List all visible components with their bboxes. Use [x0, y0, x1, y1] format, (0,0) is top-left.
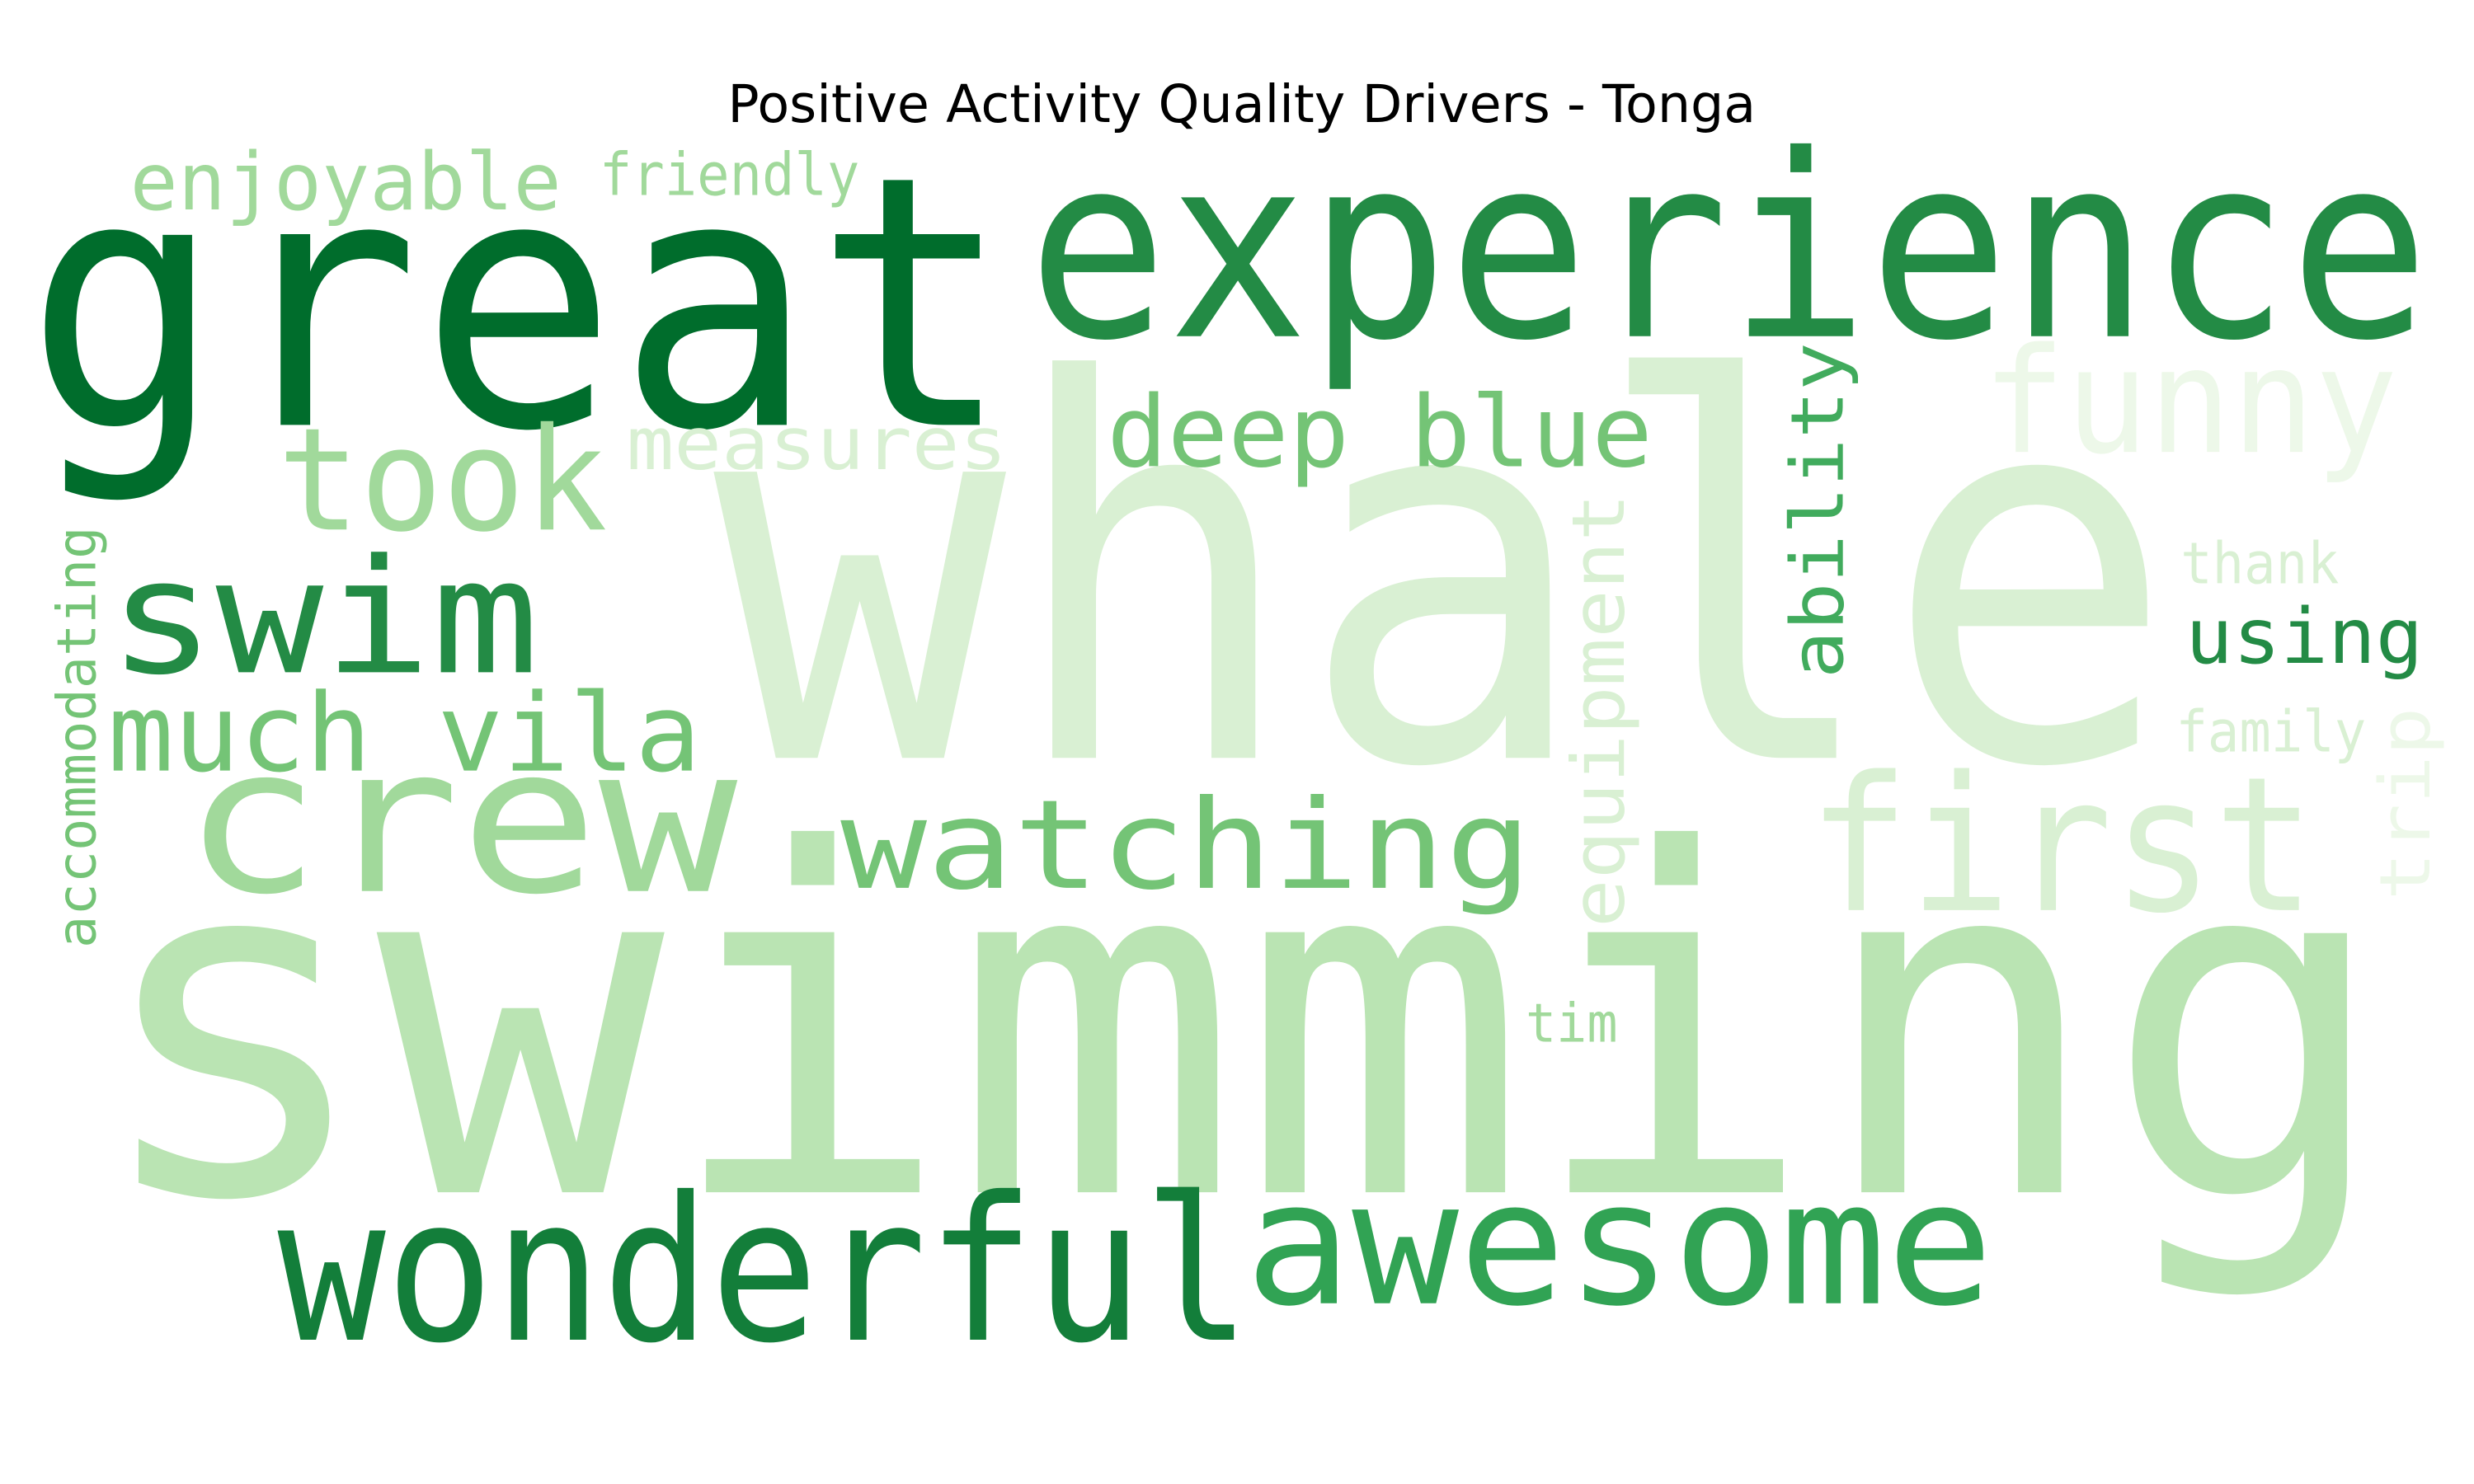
word-ability: ability [1776, 342, 1860, 679]
word-swim: swim [108, 526, 539, 710]
word-took: took [278, 397, 608, 563]
word-equipment: equipment [1556, 493, 1641, 928]
word-accommodating: accommodating [45, 526, 108, 948]
word-thank: thank [2180, 532, 2339, 598]
word-great: great [26, 101, 1012, 507]
word-experience: experience [1028, 101, 2429, 397]
word-swimming: swimming [89, 751, 2392, 1305]
word-friendly: friendly [600, 141, 859, 209]
word-whale: whale [713, 272, 2175, 881]
chart-title: Positive Activity Quality Drivers - Tong… [727, 73, 1756, 134]
word-crew: crew [182, 704, 738, 940]
word-trip: trip [2364, 707, 2446, 901]
word-first: first [1808, 736, 2315, 955]
word-much-vila: much vila [108, 671, 701, 796]
word-wonderful: wonderful [278, 1155, 1252, 1388]
word-awesome: awesome [1245, 1144, 1994, 1344]
word-using: using [2185, 592, 2423, 681]
word-deep-blue: deep blue [1107, 375, 1653, 490]
word-watching: watching [840, 774, 1531, 918]
word-tim: tim [1526, 992, 1618, 1054]
word-measures: measures [627, 402, 1008, 486]
word-funny: funny [1982, 317, 2398, 486]
word-enjoyable: enjoyable [130, 136, 562, 228]
word-family: family [2175, 700, 2366, 766]
